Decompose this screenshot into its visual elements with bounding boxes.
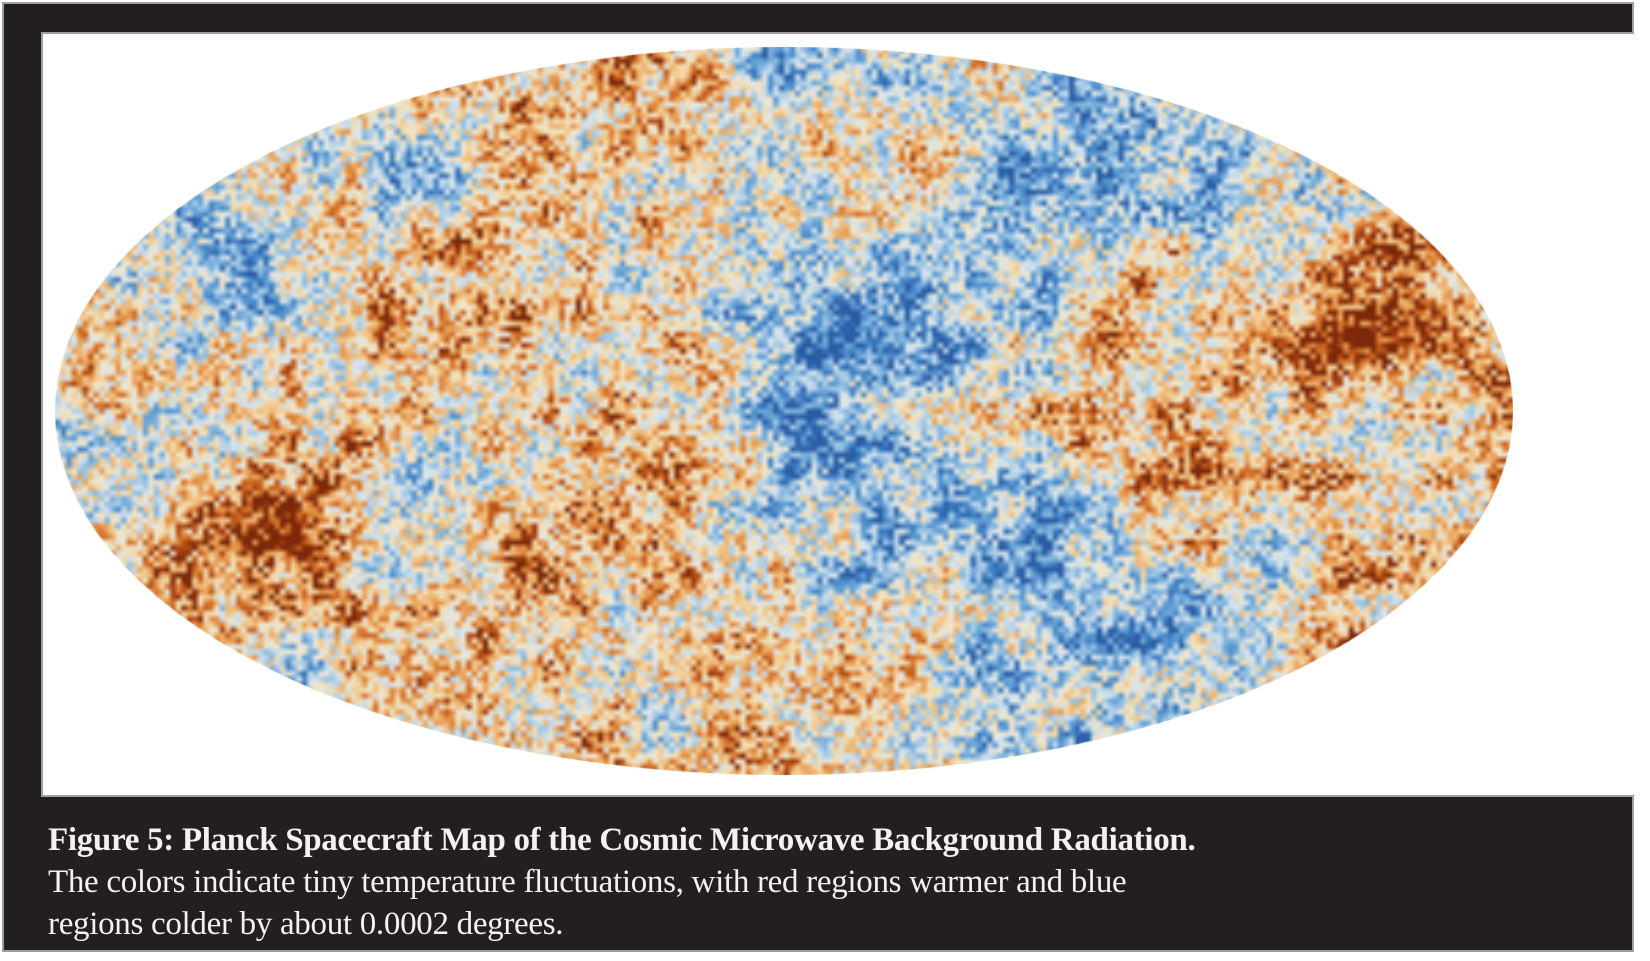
figure-caption-body-line-1: The colors indicate tiny temperature flu…: [48, 864, 1127, 900]
figure-caption-title: Figure 5: Planck Spacecraft Map of the C…: [48, 822, 1196, 858]
figure-caption-body-line-2: regions colder by about 0.0002 degrees.: [48, 906, 564, 942]
figure-caption: Figure 5: Planck Spacecraft Map of the C…: [48, 819, 1608, 945]
cmb-sky-map: [55, 47, 1513, 775]
